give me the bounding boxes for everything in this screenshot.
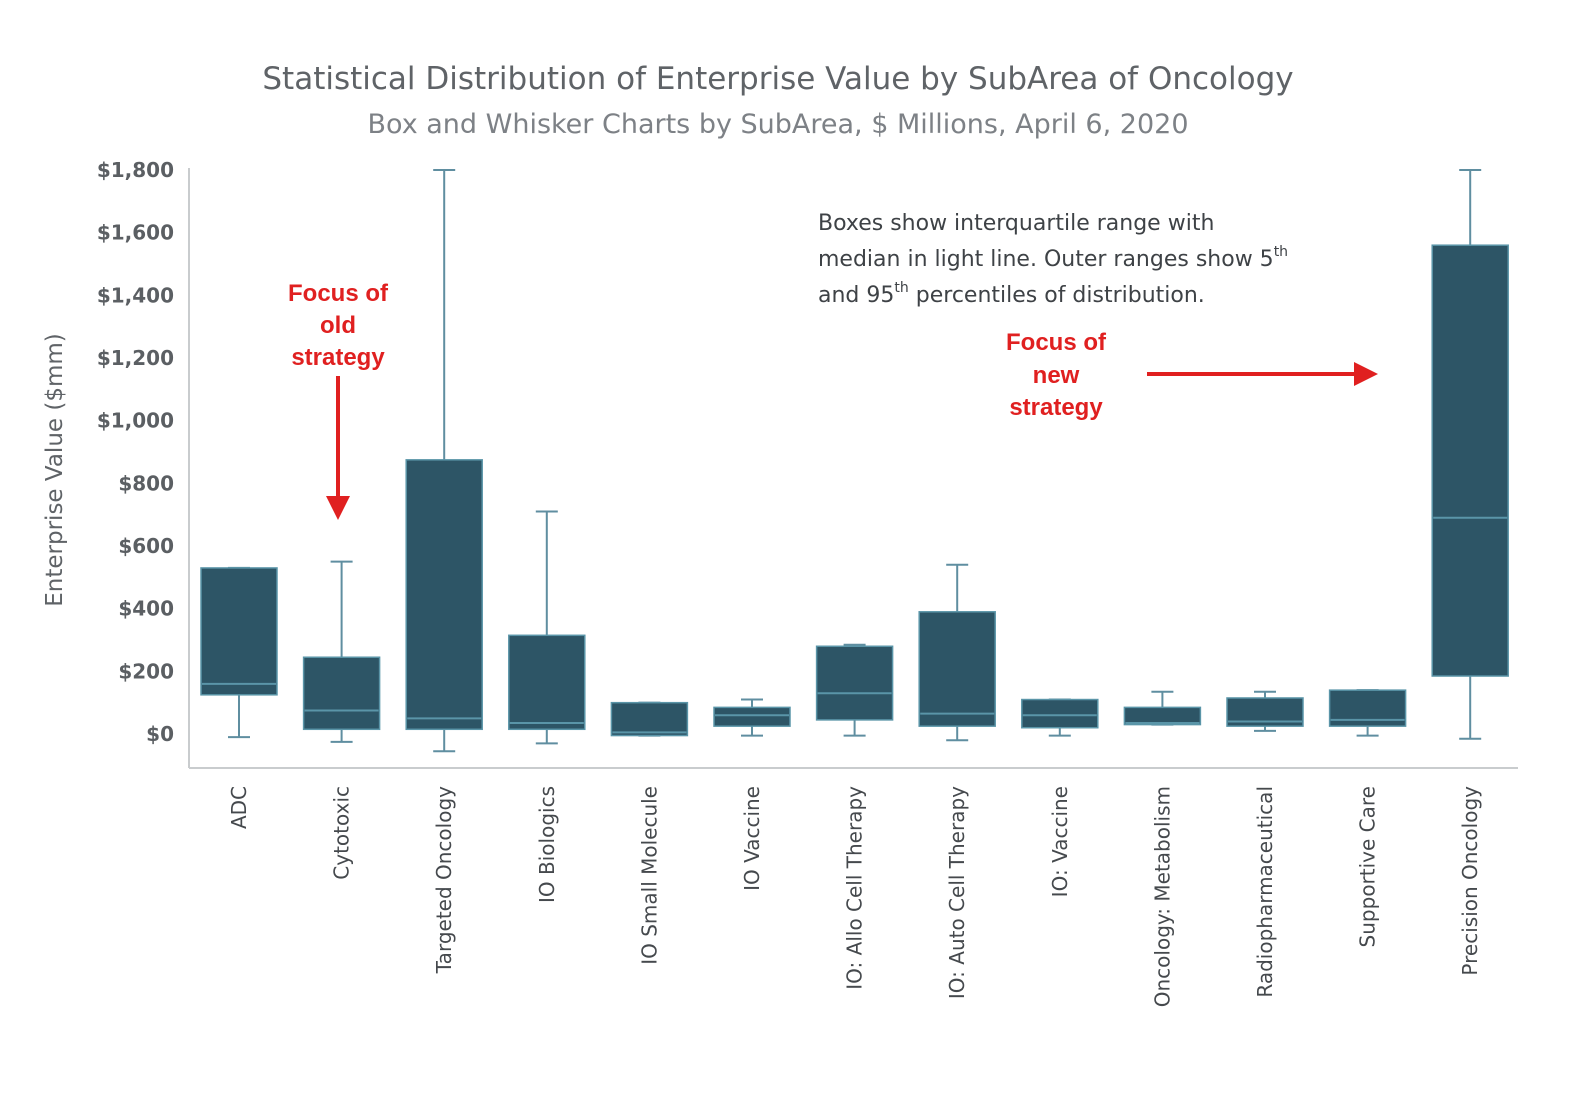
y-tick-label: $0 (146, 722, 174, 746)
note-line-1: Boxes show interquartile range with (818, 211, 1214, 236)
x-tick-label: ADC (227, 786, 251, 829)
note-line-3-sup: th (894, 280, 908, 296)
iqr-box (610, 701, 689, 737)
note-line-3: and 95th percentiles of distribution. (818, 280, 1205, 308)
note-line-3-post: percentiles of distribution. (909, 283, 1205, 308)
iqr-box (200, 567, 278, 696)
note-line-3-pre: and 95 (818, 283, 894, 308)
note-line-2-sup: th (1274, 244, 1288, 260)
new-strategy-label-line-2: new (1033, 362, 1080, 389)
x-tick-label: Precision Oncology (1458, 786, 1482, 976)
iqr-box (508, 634, 586, 731)
old-strategy-label-line-1: Focus of (288, 280, 389, 307)
y-tick-label: $1,800 (97, 158, 174, 182)
chart-subtitle: Box and Whisker Charts by SubArea, $ Mil… (367, 109, 1188, 140)
y-tick-label: $600 (118, 534, 174, 558)
old-strategy-label-line-2: old (320, 312, 356, 339)
x-tick-label: IO Small Molecule (637, 786, 661, 965)
x-tick-labels: ADC Cytotoxic Targeted Oncology IO Biologic… (227, 786, 1482, 1007)
old-strategy-arrow-head (326, 496, 350, 520)
new-strategy-label-line-3: strategy (1009, 394, 1103, 421)
iqr-box (1021, 698, 1099, 729)
y-tick-labels: $0 $200 $400 $600 $800 $1,000 $1,200 $1,400 $1,6… (97, 158, 174, 746)
y-tick-label: $1,600 (97, 221, 174, 245)
x-tick-label: IO Vaccine (740, 786, 764, 891)
iqr-box (1123, 706, 1202, 726)
x-tick-label: Cytotoxic (330, 786, 354, 880)
iqr-box (1431, 244, 1509, 677)
x-tick-label: Oncology: Metabolism (1150, 786, 1174, 1007)
chart-title: Statistical Distribution of Enterprise V… (262, 61, 1293, 97)
iqr-box (713, 706, 791, 727)
iqr-box (918, 611, 996, 727)
y-tick-label: $1,000 (97, 409, 174, 433)
x-tick-label: Supportive Care (1356, 786, 1380, 947)
y-tick-label: $800 (118, 471, 174, 495)
y-axis-label: Enterprise Value ($mm) (42, 333, 68, 606)
new-strategy-arrow-head (1354, 362, 1378, 386)
y-tick-label: $1,200 (97, 346, 174, 370)
note-line-2: median in light line. Outer ranges show … (818, 244, 1288, 272)
x-tick-label: Targeted Oncology (432, 786, 456, 974)
y-tick-label: $200 (118, 659, 174, 683)
old-strategy-label-line-3: strategy (291, 344, 385, 371)
boxes (200, 244, 1509, 737)
x-tick-label: IO: Vaccine (1048, 786, 1072, 897)
x-tick-label: Radiopharmaceutical (1253, 786, 1277, 998)
y-tick-label: $1,400 (97, 283, 174, 307)
y-tick-label: $400 (118, 597, 174, 621)
iqr-box (405, 459, 483, 731)
iqr-box (815, 645, 894, 721)
x-tick-label: IO: Allo Cell Therapy (843, 786, 867, 990)
x-tick-label: IO: Auto Cell Therapy (945, 786, 969, 999)
iqr-box (302, 656, 381, 731)
x-tick-label: IO Biologics (535, 786, 559, 903)
new-strategy-label-line-1: Focus of (1006, 329, 1107, 356)
note-line-2-text: median in light line. Outer ranges show … (818, 247, 1274, 272)
